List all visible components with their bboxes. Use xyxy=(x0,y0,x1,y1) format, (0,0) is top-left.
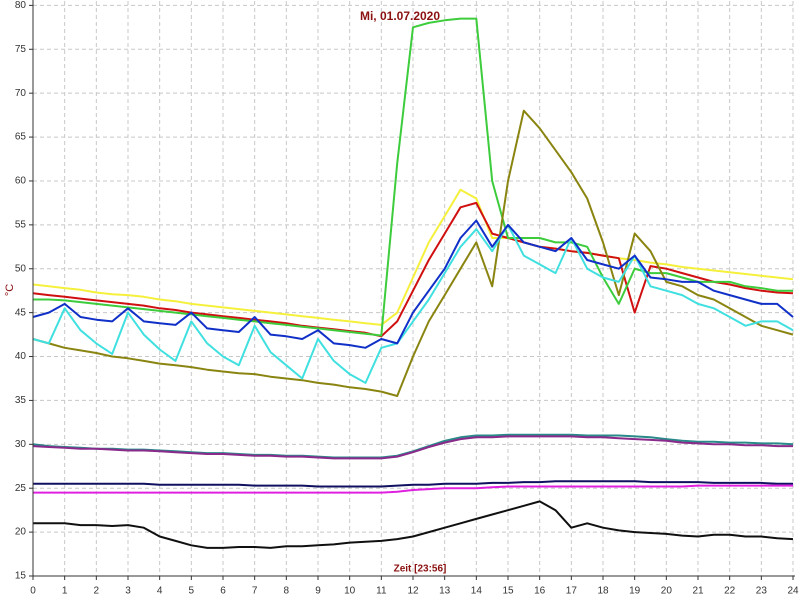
x-tick-label: 3 xyxy=(125,586,131,597)
x-tick-label: 16 xyxy=(534,586,546,597)
series-line xyxy=(33,484,793,494)
x-tick-label: 4 xyxy=(157,586,163,597)
x-tick-label: 15 xyxy=(502,586,514,597)
y-tick-label: 60 xyxy=(15,176,27,187)
x-tick-label: 20 xyxy=(661,586,673,597)
x-tick-label: 21 xyxy=(692,586,704,597)
x-tick-label: 11 xyxy=(376,586,387,597)
x-tick-label: 19 xyxy=(629,586,641,597)
series-line xyxy=(32,201,794,338)
y-tick-label: 45 xyxy=(15,307,27,318)
chart-title: Mi, 01.07.2020 xyxy=(360,9,440,23)
x-tick-label: 9 xyxy=(315,586,321,597)
plot-area xyxy=(32,17,794,549)
series-line xyxy=(32,223,794,384)
y-tick-label: 75 xyxy=(15,44,27,55)
x-axis-label: Zeit [23:56] xyxy=(394,564,447,575)
series-line xyxy=(33,17,793,337)
x-tick-label: 2 xyxy=(94,586,100,597)
x-tick-label: 1 xyxy=(62,586,68,597)
y-tick-label: 30 xyxy=(15,439,27,450)
y-tick-label: 40 xyxy=(15,351,27,362)
x-tick-label: 14 xyxy=(471,586,483,597)
x-tick-label: 12 xyxy=(407,586,419,597)
x-tick-label: 22 xyxy=(724,586,736,597)
x-tick-label: 6 xyxy=(220,586,226,597)
y-tick-label: 65 xyxy=(15,132,27,143)
y-tick-label: 15 xyxy=(15,571,27,582)
series-line xyxy=(33,480,793,488)
x-tick-label: 23 xyxy=(756,586,768,597)
series-line xyxy=(32,219,794,349)
series-line xyxy=(32,188,794,326)
y-tick-label: 20 xyxy=(15,527,27,538)
x-tick-label: 13 xyxy=(439,586,451,597)
y-tick-label: 35 xyxy=(15,395,27,406)
x-tick-label: 8 xyxy=(284,586,290,597)
series-line xyxy=(32,109,794,397)
x-tick-label: 17 xyxy=(566,586,578,597)
y-tick-label: 55 xyxy=(15,219,27,230)
x-tick-label: 5 xyxy=(189,586,195,597)
y-tick-label: 50 xyxy=(15,263,27,274)
y-tick-label: 70 xyxy=(15,88,27,99)
x-tick-label: 18 xyxy=(597,586,609,597)
y-tick-label: 25 xyxy=(15,483,27,494)
series-line xyxy=(32,435,793,460)
x-tick-label: 7 xyxy=(252,586,258,597)
x-tick-label: 24 xyxy=(787,586,799,597)
series-line xyxy=(33,500,794,549)
y-axis-label: °C xyxy=(4,284,16,296)
x-tick-label: 10 xyxy=(344,586,356,597)
x-tick-label: 0 xyxy=(30,586,36,597)
y-tick-label: 80 xyxy=(15,0,27,11)
